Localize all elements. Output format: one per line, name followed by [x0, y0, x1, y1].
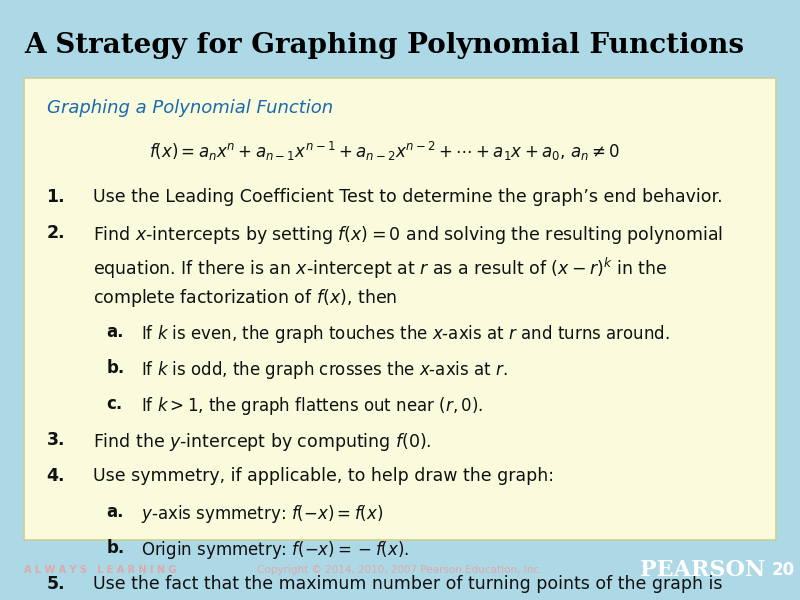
- Text: If $k$ is even, the graph touches the $x$-axis at $r$ and turns around.: If $k$ is even, the graph touches the $x…: [141, 323, 670, 345]
- Text: Use the Leading Coefficient Test to determine the graph’s end behavior.: Use the Leading Coefficient Test to dete…: [93, 188, 723, 206]
- Text: complete factorization of $f(x)$, then: complete factorization of $f(x)$, then: [93, 287, 398, 309]
- Text: A L W A Y S   L E A R N I N G: A L W A Y S L E A R N I N G: [24, 565, 176, 575]
- Text: Graphing a Polynomial Function: Graphing a Polynomial Function: [46, 99, 333, 117]
- Text: 4.: 4.: [46, 467, 65, 485]
- Text: b.: b.: [106, 359, 125, 377]
- Text: $f(x) = a_nx^n + a_{n-1}x^{n-1} + a_{n-2}x^{n-2} + \cdots + a_1x + a_0,\, a_n \n: $f(x) = a_nx^n + a_{n-1}x^{n-1} + a_{n-2…: [150, 139, 621, 163]
- Text: 3.: 3.: [46, 431, 65, 449]
- Text: equation. If there is an $x$-intercept at $r$ as a result of $(x - r)^k$ in the: equation. If there is an $x$-intercept a…: [93, 256, 668, 281]
- Text: PEARSON: PEARSON: [640, 559, 766, 581]
- Text: A Strategy for Graphing Polynomial Functions: A Strategy for Graphing Polynomial Funct…: [24, 32, 744, 59]
- Text: $y$-axis symmetry: $f(-x) = f(x)$: $y$-axis symmetry: $f(-x) = f(x)$: [141, 503, 383, 525]
- Text: Origin symmetry: $f(-x) = -f(x)$.: Origin symmetry: $f(-x) = -f(x)$.: [141, 539, 409, 561]
- Text: a.: a.: [106, 323, 124, 341]
- Text: 20: 20: [772, 561, 795, 579]
- Text: Copyright © 2014, 2010, 2007 Pearson Education, Inc.: Copyright © 2014, 2010, 2007 Pearson Edu…: [258, 565, 542, 575]
- Text: If $k > 1$, the graph flattens out near $(r, 0)$.: If $k > 1$, the graph flattens out near …: [141, 395, 482, 417]
- Text: 5.: 5.: [46, 575, 65, 593]
- Text: 1.: 1.: [46, 188, 65, 206]
- Text: Find $x$-intercepts by setting $f(x) = 0$ and solving the resulting polynomial: Find $x$-intercepts by setting $f(x) = 0…: [93, 224, 723, 246]
- Text: If $k$ is odd, the graph crosses the $x$-axis at $r$.: If $k$ is odd, the graph crosses the $x$…: [141, 359, 507, 381]
- FancyBboxPatch shape: [24, 78, 776, 540]
- Text: a.: a.: [106, 503, 124, 521]
- Text: Use the fact that the maximum number of turning points of the graph is: Use the fact that the maximum number of …: [93, 575, 722, 593]
- Text: c.: c.: [106, 395, 123, 413]
- Text: 2.: 2.: [46, 224, 65, 242]
- Text: b.: b.: [106, 539, 125, 557]
- Text: Find the $y$-intercept by computing $f(0)$.: Find the $y$-intercept by computing $f(0…: [93, 431, 432, 453]
- Text: Use symmetry, if applicable, to help draw the graph:: Use symmetry, if applicable, to help dra…: [93, 467, 554, 485]
